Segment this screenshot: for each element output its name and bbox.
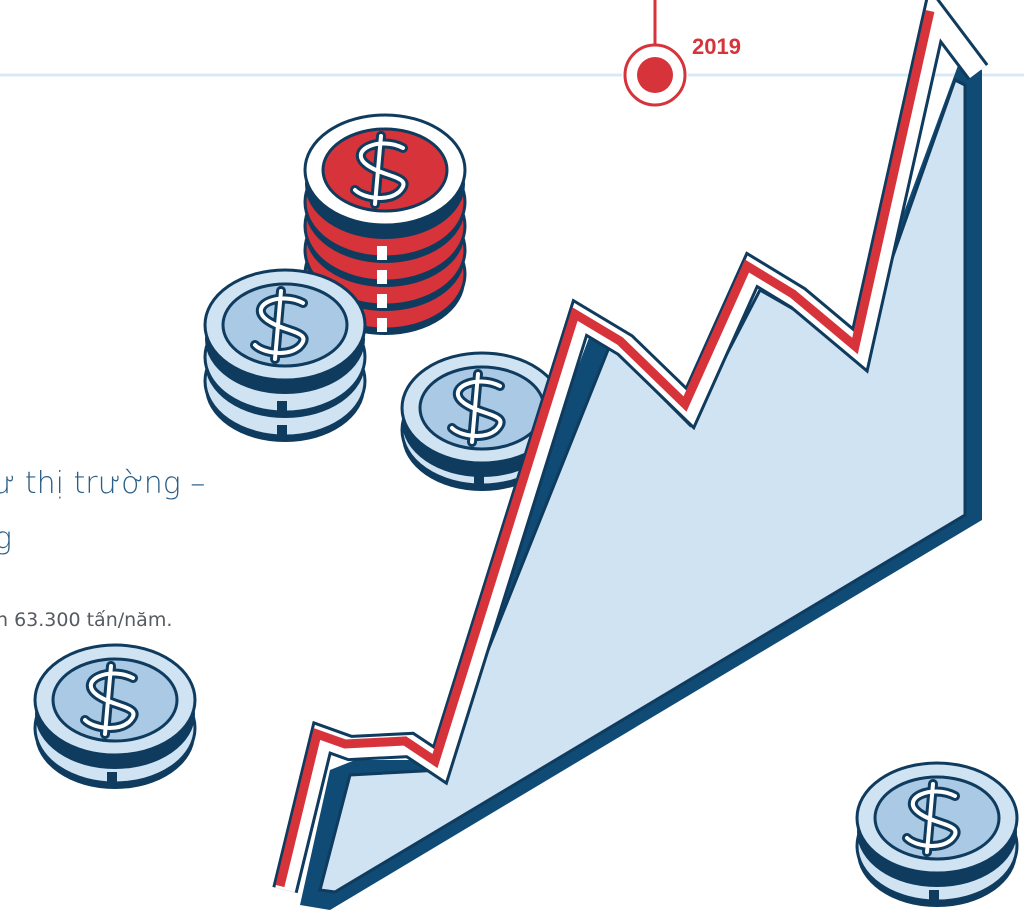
year-label: 2019 — [692, 34, 741, 59]
coin-stack-blue — [205, 270, 365, 444]
growth-graph — [272, 0, 989, 910]
body-text: n 63.300 tấn/năm. — [0, 609, 172, 631]
coin — [402, 353, 562, 493]
coin — [35, 645, 195, 791]
coin-stack-red — [303, 113, 467, 337]
heading-line: ư thị trường – — [0, 466, 205, 501]
timeline-dot — [637, 57, 673, 93]
coin — [857, 763, 1017, 909]
heading-line: g — [0, 521, 12, 556]
